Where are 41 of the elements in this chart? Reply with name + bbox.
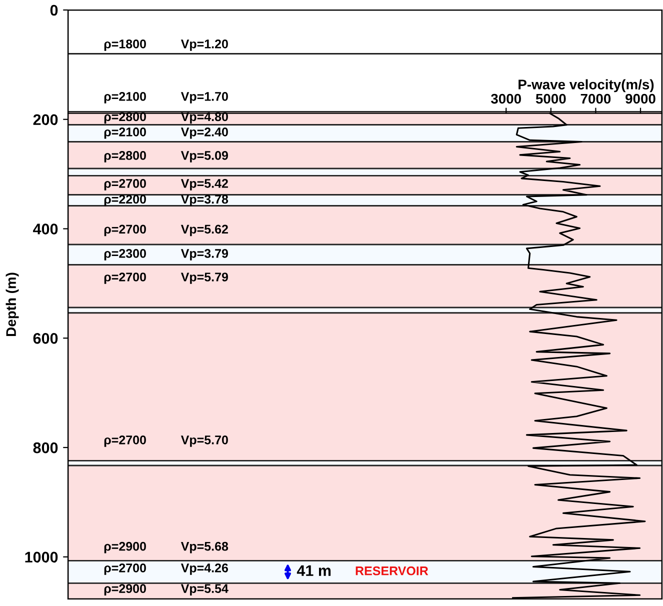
annotation: Vp=5.09 bbox=[180, 151, 228, 162]
y-tick-label: 0 bbox=[50, 4, 58, 16]
annotation: ρ=1800 bbox=[104, 40, 146, 51]
annotation: ρ=2100 bbox=[104, 127, 146, 139]
annotation: Vp=5.42 bbox=[180, 179, 228, 190]
y-axis-title: Depth (m) bbox=[6, 272, 19, 336]
annotation: ρ=2900 bbox=[104, 542, 146, 554]
annotation: Vp=5.62 bbox=[180, 224, 228, 236]
annotation: Vp=1.70 bbox=[180, 92, 228, 104]
annotation: ρ=2900 bbox=[104, 584, 146, 596]
y-tick-label: 200 bbox=[33, 114, 58, 126]
band-label: RESERVOIR bbox=[356, 566, 428, 576]
annotation: ρ=2700 bbox=[104, 564, 146, 575]
annotation: Vp=4.26 bbox=[180, 564, 228, 575]
annotation: ρ=2800 bbox=[104, 151, 146, 162]
annotation: Vp=3.79 bbox=[180, 249, 228, 260]
annotation: ρ=2300 bbox=[104, 249, 146, 260]
annotation: Vp=5.68 bbox=[180, 542, 228, 554]
annotation: Vp=5.70 bbox=[180, 436, 228, 447]
annotation: ρ=2100 bbox=[104, 92, 146, 104]
annotation: Vp=5.79 bbox=[180, 272, 228, 284]
x-tick-label: 3000 bbox=[490, 94, 521, 104]
annotation: ρ=2700 bbox=[104, 179, 146, 190]
annotation: Vp=3.78 bbox=[180, 194, 228, 206]
y-tick-label: 600 bbox=[33, 333, 58, 344]
annotation: Vp=4.80 bbox=[180, 112, 228, 124]
annotation: ρ=2700 bbox=[104, 436, 146, 447]
annotation: Vp=1.20 bbox=[180, 40, 228, 51]
annotation: ρ=2200 bbox=[104, 194, 146, 206]
y-tick-label: 400 bbox=[33, 224, 58, 234]
x-axis-title: P-wave velocity(m/s) bbox=[518, 79, 654, 92]
x-tick-label: 9000 bbox=[626, 94, 656, 104]
y-tick-label: 1000 bbox=[25, 552, 58, 563]
annotation: Vp=5.54 bbox=[180, 584, 228, 596]
annotation: ρ=2700 bbox=[104, 224, 146, 236]
annotation: Vp=2.40 bbox=[180, 127, 228, 139]
x-tick-label: 5000 bbox=[536, 94, 566, 104]
annotation: 41 m bbox=[296, 565, 331, 576]
annotation: ρ=2700 bbox=[104, 272, 146, 284]
y-tick-label: 800 bbox=[33, 442, 58, 454]
x-tick-label: 7000 bbox=[580, 94, 611, 104]
